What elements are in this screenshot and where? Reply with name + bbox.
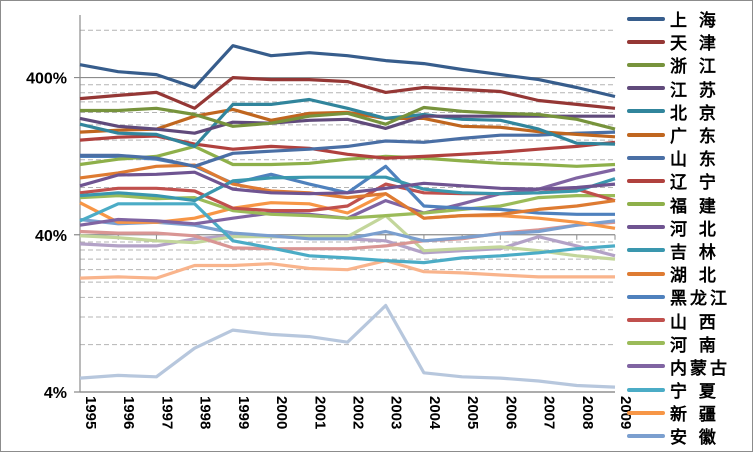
x-tick-label: 2006	[502, 396, 519, 429]
legend-label: 福 建	[670, 196, 719, 217]
legend-item: 福 建	[627, 193, 749, 217]
legend-item: 安 徽	[627, 424, 749, 449]
legend-label: 湖 北	[670, 266, 719, 287]
y-tick-label: 4%	[44, 385, 67, 402]
legend: 上 海天 津浙 江江 苏北 京广 东山 东辽 宁福 建河 北吉 林湖 北黑龙江山…	[627, 7, 749, 448]
legend-label: 黑龙江	[670, 289, 730, 310]
legend-label: 广 东	[670, 127, 719, 148]
legend-label: 安 徽	[670, 428, 719, 449]
legend-swatch	[627, 16, 665, 21]
legend-label: 宁 夏	[670, 382, 719, 403]
legend-label: 江 苏	[670, 80, 719, 101]
legend-label: 辽 宁	[670, 173, 719, 194]
legend-swatch	[627, 294, 665, 299]
series-line-湖北	[79, 163, 616, 220]
legend-item: 山 东	[627, 146, 749, 171]
legend-swatch	[627, 109, 665, 114]
legend-swatch	[627, 132, 665, 137]
legend-item: 吉 林	[627, 239, 749, 263]
series-line	[79, 214, 616, 261]
series-line-宁夏	[79, 202, 616, 265]
series-lines	[79, 44, 616, 389]
x-tick-label: 1998	[197, 396, 214, 429]
legend-item: 黑龙江	[627, 285, 749, 310]
x-tick-label: 2005	[464, 396, 481, 429]
legend-label: 上 海	[670, 11, 719, 32]
series-line-浙江	[80, 105, 616, 131]
legend-swatch	[627, 39, 665, 44]
legend-item: 辽 宁	[627, 169, 749, 194]
y-tick-label: 400%	[26, 71, 67, 88]
legend-label: 吉 林	[670, 242, 719, 263]
legend-item: 宁 夏	[627, 378, 749, 403]
legend-swatch	[627, 155, 665, 160]
legend-swatch	[627, 387, 665, 392]
x-tick-label: 2009	[617, 396, 634, 429]
legend-item: 河 南	[627, 332, 749, 356]
legend-label: 浙 江	[670, 57, 719, 78]
series-line-福建	[79, 144, 616, 168]
x-tick-label: 2001	[311, 396, 328, 429]
legend-item: 天 津	[627, 30, 749, 55]
series-line-江苏	[79, 114, 615, 135]
legend-swatch	[627, 271, 665, 276]
legend-swatch	[627, 318, 665, 323]
legend-label: 新 疆	[670, 405, 719, 426]
series-line	[79, 303, 616, 389]
legend-label: 天 津	[670, 34, 719, 55]
legend-swatch	[627, 248, 665, 253]
legend-swatch	[627, 433, 665, 438]
x-tick-labels: 1995 1996 1997 1998 1999 2000 2001 2002 2003 2004…	[82, 396, 634, 430]
x-tick-label: 2007	[541, 396, 558, 429]
x-tick-label: 2000	[273, 396, 290, 429]
legend-label: 山 西	[670, 312, 719, 333]
x-tick-label: 1996	[120, 396, 137, 429]
series-line-天津	[79, 75, 616, 110]
y-tick-label: 40%	[35, 228, 67, 245]
legend-swatch	[627, 62, 665, 67]
legend-item: 湖 北	[627, 262, 749, 287]
series-line-上海	[79, 44, 616, 99]
legend-item: 北 京	[627, 100, 749, 124]
legend-swatch	[627, 86, 665, 91]
x-tick-label: 1995	[82, 396, 99, 429]
series-line-北京	[79, 97, 616, 148]
legend-item: 河 北	[627, 216, 749, 240]
legend-item: 广 东	[627, 123, 749, 148]
legend-item: 山 西	[627, 308, 749, 333]
legend-label: 河 南	[670, 335, 719, 356]
legend-label: 河 北	[670, 219, 719, 240]
legend-swatch	[627, 364, 665, 369]
x-tick-label: 1997	[158, 396, 175, 429]
y-tick-labels: 4% 40% 400%	[26, 71, 67, 402]
legend-item: 内蒙古	[627, 355, 749, 379]
series-line	[79, 259, 615, 280]
series-line-山东	[80, 130, 616, 168]
series-line-河北	[79, 170, 616, 196]
x-tick-label: 2003	[388, 396, 405, 429]
legend-label: 内蒙古	[670, 358, 730, 379]
legend-swatch	[627, 202, 665, 207]
x-tick-label: 2002	[350, 396, 367, 429]
legend-item: 新 疆	[627, 401, 749, 426]
legend-swatch	[627, 178, 665, 183]
legend-item: 江 苏	[627, 77, 749, 101]
legend-swatch	[627, 410, 665, 415]
legend-item: 浙 江	[627, 53, 749, 78]
legend-label: 山 东	[670, 150, 719, 171]
legend-label: 北 京	[670, 103, 719, 124]
legend-swatch	[627, 341, 665, 346]
legend-swatch	[627, 225, 665, 230]
legend-item: 上 海	[627, 7, 749, 32]
x-tick-label: 1999	[235, 396, 252, 429]
series-line-吉林	[79, 175, 616, 203]
x-tick-label: 2008	[579, 396, 596, 429]
x-tick-label: 2004	[426, 396, 443, 430]
